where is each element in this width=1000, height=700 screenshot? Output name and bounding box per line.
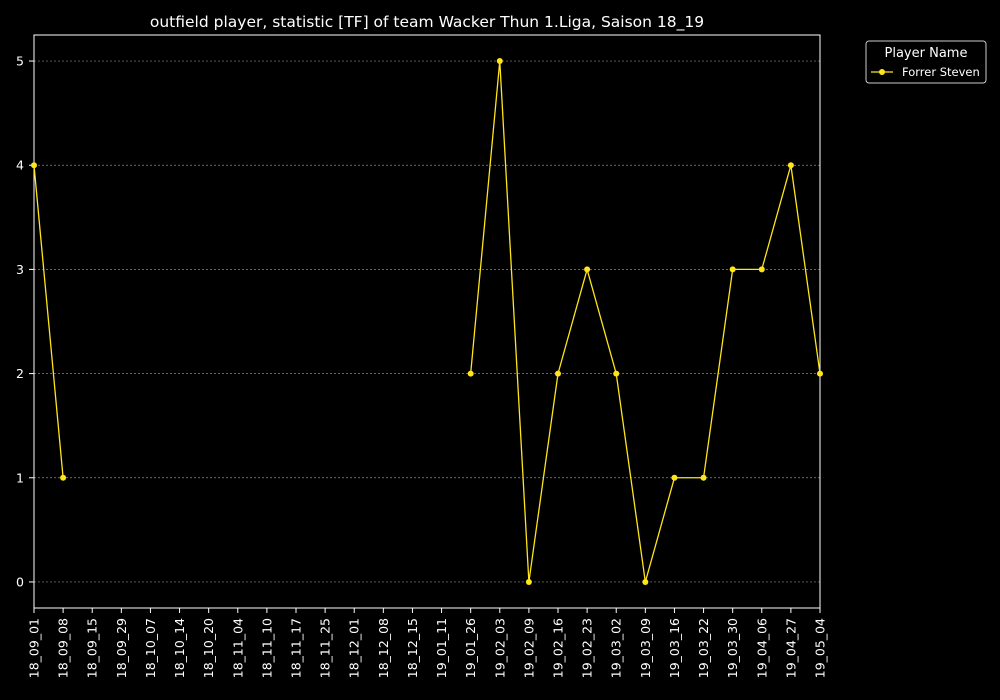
- series-line: [33, 165, 64, 478]
- legend-marker-swatch: [879, 69, 885, 75]
- y-tick-label: 5: [16, 54, 24, 69]
- data-point: [31, 162, 37, 169]
- x-tick-label: 18_12_08: [376, 618, 391, 678]
- data-point: [787, 162, 794, 169]
- x-tick-label: 18_09_01: [27, 618, 42, 678]
- y-tick-label: 0: [16, 574, 24, 589]
- chart-title: outfield player, statistic [TF] of team …: [150, 13, 704, 32]
- x-tick-label: 19_05_04: [813, 618, 828, 678]
- data-point: [700, 474, 707, 481]
- x-tick-label: 19_03_02: [609, 618, 624, 678]
- x-tick-label: 19_03_16: [667, 618, 682, 678]
- data-point: [729, 266, 736, 273]
- data-point: [758, 266, 765, 273]
- series-layer: [31, 58, 823, 585]
- x-tick-label: 18_10_14: [172, 618, 187, 678]
- grid-lines: [34, 60, 820, 583]
- data-point: [496, 58, 503, 65]
- x-tick-label: 18_09_29: [114, 618, 129, 678]
- y-axis: 0 1 2 3 4 5: [16, 54, 34, 589]
- x-tick-label: 18_11_10: [259, 618, 274, 678]
- legend-box: [865, 40, 987, 84]
- x-tick-label: 19_03_09: [638, 618, 653, 678]
- data-point: [613, 370, 620, 377]
- x-tick-label: 18_11_04: [230, 618, 245, 678]
- data-point: [584, 266, 591, 273]
- x-tick-label: 19_03_22: [696, 618, 711, 678]
- legend-label: Forrer Steven: [902, 65, 980, 79]
- plot-frame: [33, 34, 821, 609]
- legend-title: Player Name: [885, 46, 968, 61]
- data-point: [525, 578, 532, 585]
- x-tick-label: 18_09_15: [85, 618, 100, 678]
- data-point: [60, 474, 67, 481]
- x-tick-label: 18_10_20: [201, 618, 216, 678]
- x-tick-label: 19_01_26: [463, 618, 478, 678]
- y-tick-label: 1: [16, 470, 24, 485]
- y-tick-label: 4: [16, 158, 24, 173]
- x-tick-label: 19_02_03: [492, 618, 507, 678]
- legend: Player Name Forrer Steven: [865, 40, 987, 84]
- x-tick-label: 18_09_08: [56, 618, 71, 678]
- x-tick-label: 19_03_30: [725, 618, 740, 678]
- x-tick-label: 19_02_16: [551, 618, 566, 678]
- x-tick-label: 19_02_23: [580, 618, 595, 678]
- data-point: [671, 474, 678, 481]
- x-axis: 18_09_01 18_09_08 18_09_15 18_09_29 18_10_07…: [27, 608, 828, 678]
- x-tick-label: 18_11_17: [289, 618, 304, 678]
- x-tick-label: 19_04_06: [754, 618, 769, 678]
- data-point: [555, 370, 561, 377]
- y-tick-label: 3: [16, 262, 24, 277]
- x-tick-label: 19_04_27: [783, 618, 798, 678]
- x-tick-label: 18_11_25: [318, 618, 333, 678]
- data-point: [642, 578, 649, 585]
- data-point: [467, 370, 474, 377]
- y-tick-label: 2: [16, 366, 24, 381]
- x-tick-label: 19_01_11: [434, 618, 449, 678]
- x-tick-label: 19_02_09: [521, 618, 536, 678]
- x-tick-label: 18_12_01: [347, 618, 362, 678]
- x-tick-label: 18_12_15: [405, 618, 420, 678]
- data-point: [817, 370, 823, 377]
- x-tick-label: 18_10_07: [143, 618, 158, 678]
